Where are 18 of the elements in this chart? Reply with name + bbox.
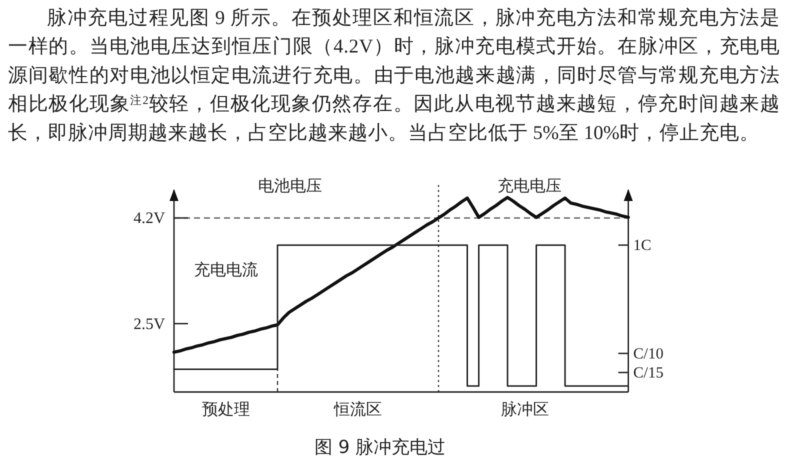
y2-tick-label: C/15: [633, 364, 664, 382]
text: 长，即脉冲周期越来越长，占空比越来越小。当占空比低于 5%至 10%时，停止充电。: [8, 122, 760, 144]
y-axis-title: 电池电压: [258, 177, 322, 195]
x-tick-label: 恒流区: [333, 400, 382, 418]
text: 一样的。当电池电压达到恒压门限（4.2V）时，脉冲充电模式开始。在脉冲区，充电电: [8, 36, 780, 58]
series-label: 充电电压: [498, 177, 562, 195]
series-label: 充电电流: [194, 260, 258, 279]
text: 源间歇性的对电池以恒定电流进行充电。由于电池越来越满，同时尽管与常规充电方法: [8, 63, 780, 86]
y-tick-label: 2.5V: [133, 316, 166, 333]
text: 脉冲充电过程见图 9 所示。在预处理区和恒流区，脉冲充电方法和常规充电方法是: [47, 6, 780, 29]
y2-tick-label: C/10: [633, 345, 664, 362]
text: 图 9 脉冲充电过: [314, 437, 446, 458]
line-series: [172, 196, 630, 354]
x-tick-label: 脉冲区: [500, 400, 549, 418]
x-tick-label: 预处理: [202, 400, 250, 418]
y2-tick-label: 1C: [633, 237, 652, 254]
y-tick-label: 4.2V: [133, 210, 166, 228]
text: 相比极化现象$^{注2}$较轻，但极化现象仍然存在。因此从电视节越来越短，停充时间越来越: [8, 92, 780, 116]
